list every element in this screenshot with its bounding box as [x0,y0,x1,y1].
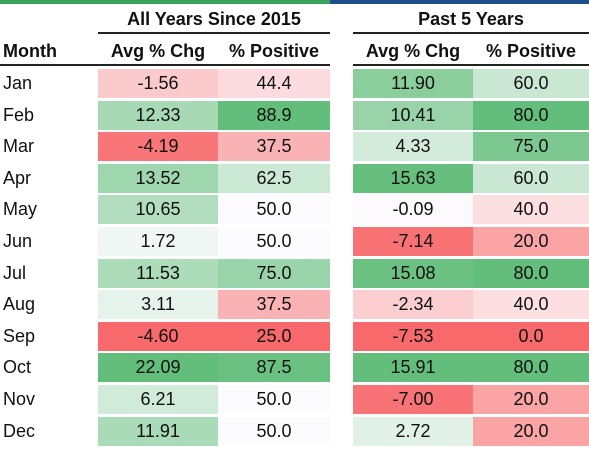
header-all-pos: % Positive [228,41,320,61]
table-row: Mar -4.19 37.5 4.33 75.0 [0,131,589,162]
table-row: Apr 13.52 62.5 15.63 60.0 [0,163,589,194]
group-title-all-years: All Years Since 2015 [127,9,301,29]
cell-p5-avg: -7.14 [353,227,473,256]
cell-p5-pos: 60.0 [473,163,589,193]
cell-all-avg: -1.56 [98,69,218,98]
top-accent-bar [0,0,589,4]
cell-all-avg: 22.09 [98,353,218,383]
month-label: Jan [3,73,33,93]
table-row: May 10.65 50.0 -0.09 40.0 [0,194,589,225]
cell-p5-avg: 10.41 [353,100,473,130]
cell-all-pos: 50.0 [218,227,330,256]
header-p5-avg: Avg % Chg [365,41,461,61]
cell-p5-pos: 20.0 [473,227,589,256]
group-rule-past-5-years [353,32,589,34]
cell-p5-pos: 20.0 [473,416,589,446]
cell-all-avg: 10.65 [98,195,218,225]
cell-p5-avg: 15.08 [353,258,473,288]
cell-p5-pos: 40.0 [473,195,589,225]
cell-p5-avg: 4.33 [353,132,473,162]
cell-all-pos: 25.0 [218,321,330,351]
cell-all-avg: 12.33 [98,100,218,130]
cell-all-pos: 75.0 [218,258,330,288]
table-row: Sep -4.60 25.0 -7.53 0.0 [0,321,589,352]
cell-all-pos: 37.5 [218,132,330,162]
cell-all-avg: 11.91 [98,416,218,446]
cell-p5-avg: -2.34 [353,290,473,320]
table-row: Jun 1.72 50.0 -7.14 20.0 [0,226,589,257]
month-label: Oct [3,357,32,378]
cell-p5-avg: -7.00 [353,385,473,414]
cell-p5-pos: 20.0 [473,385,589,414]
cell-p5-pos: 80.0 [473,100,589,130]
cell-p5-avg: 15.63 [353,163,473,193]
cell-all-pos: 44.4 [218,69,330,98]
table-row: Aug 3.11 37.5 -2.34 40.0 [0,289,589,320]
month-label: Sep [3,325,36,346]
header-month: Month [3,41,57,61]
group-rule-all-years [98,32,330,34]
table-row: Jul 11.53 75.0 15.08 80.0 [0,258,589,289]
header-rule-right [353,64,589,66]
month-label: Feb [3,104,35,125]
cell-all-avg: 1.72 [98,227,218,256]
cell-p5-pos: 0.0 [473,321,589,351]
cell-p5-pos: 80.0 [473,258,589,288]
cell-all-pos: 88.9 [218,100,330,130]
month-label: May [3,199,38,220]
month-label: Nov [3,389,36,409]
cell-p5-avg: 11.90 [353,69,473,98]
month-label: Aug [3,294,36,315]
top-accent-blue [330,0,589,4]
month-label: Mar [3,136,34,157]
header-p5-pos: % Positive [485,41,577,61]
month-label: Dec [3,420,36,441]
cell-all-avg: 3.11 [98,290,218,320]
cell-all-pos: 50.0 [218,416,330,446]
cell-p5-pos: 40.0 [473,290,589,320]
cell-p5-pos: 80.0 [473,353,589,383]
cell-p5-avg: 2.72 [353,416,473,446]
cell-all-pos: 62.5 [218,163,330,193]
month-label: Jul [3,262,27,283]
month-label: Jun [3,231,33,251]
table-row: Feb 12.33 88.9 10.41 80.0 [0,100,589,131]
cell-p5-pos: 75.0 [473,132,589,162]
header-all-avg: Avg % Chg [110,41,206,61]
cell-p5-avg: 15.91 [353,353,473,383]
cell-all-avg: -4.60 [98,321,218,351]
cell-all-pos: 50.0 [218,195,330,225]
top-accent-green [0,0,330,4]
cell-p5-avg: -0.09 [353,195,473,225]
cell-all-avg: -4.19 [98,132,218,162]
table-row: Oct 22.09 87.5 15.91 80.0 [0,352,589,383]
cell-all-pos: 87.5 [218,353,330,383]
cell-all-avg: 6.21 [98,385,218,414]
month-label: Apr [3,167,32,188]
cell-p5-avg: -7.53 [353,321,473,351]
table-row: Nov 6.21 50.0 -7.00 20.0 [0,384,589,415]
group-title-past-5-years: Past 5 Years [418,9,524,29]
cell-all-avg: 13.52 [98,163,218,193]
table-row: Jan -1.56 44.4 11.90 60.0 [0,68,589,99]
cell-all-pos: 50.0 [218,385,330,414]
header-rule-left [0,64,330,66]
cell-p5-pos: 60.0 [473,69,589,98]
cell-all-avg: 11.53 [98,258,218,288]
table-row: Dec 11.91 50.0 2.72 20.0 [0,416,589,447]
cell-all-pos: 37.5 [218,290,330,320]
